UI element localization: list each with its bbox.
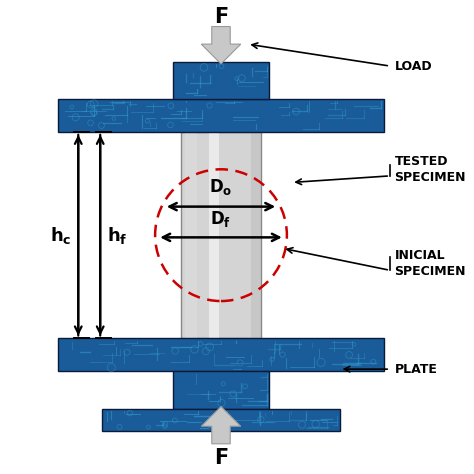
Bar — [58, 99, 383, 132]
Bar — [58, 338, 383, 371]
FancyArrow shape — [201, 27, 241, 64]
Bar — [209, 132, 219, 338]
Text: LOAD: LOAD — [394, 60, 432, 73]
Bar — [173, 371, 269, 409]
Text: INICIAL
SPECIMEN: INICIAL SPECIMEN — [394, 249, 466, 278]
Text: F: F — [214, 448, 228, 468]
Text: $\mathbf{h_f}$: $\mathbf{h_f}$ — [108, 225, 128, 246]
Bar — [251, 132, 261, 338]
Text: $\mathbf{D_f}$: $\mathbf{D_f}$ — [210, 210, 232, 229]
Text: $\mathbf{h_c}$: $\mathbf{h_c}$ — [50, 225, 72, 246]
Bar — [182, 132, 261, 338]
Text: PLATE: PLATE — [394, 363, 438, 375]
FancyArrow shape — [201, 407, 241, 444]
Bar — [102, 409, 339, 431]
Text: $\mathbf{D_o}$: $\mathbf{D_o}$ — [209, 177, 233, 197]
Text: F: F — [214, 7, 228, 27]
Bar — [185, 132, 197, 338]
Bar — [173, 62, 269, 99]
Text: TESTED
SPECIMEN: TESTED SPECIMEN — [394, 155, 466, 184]
